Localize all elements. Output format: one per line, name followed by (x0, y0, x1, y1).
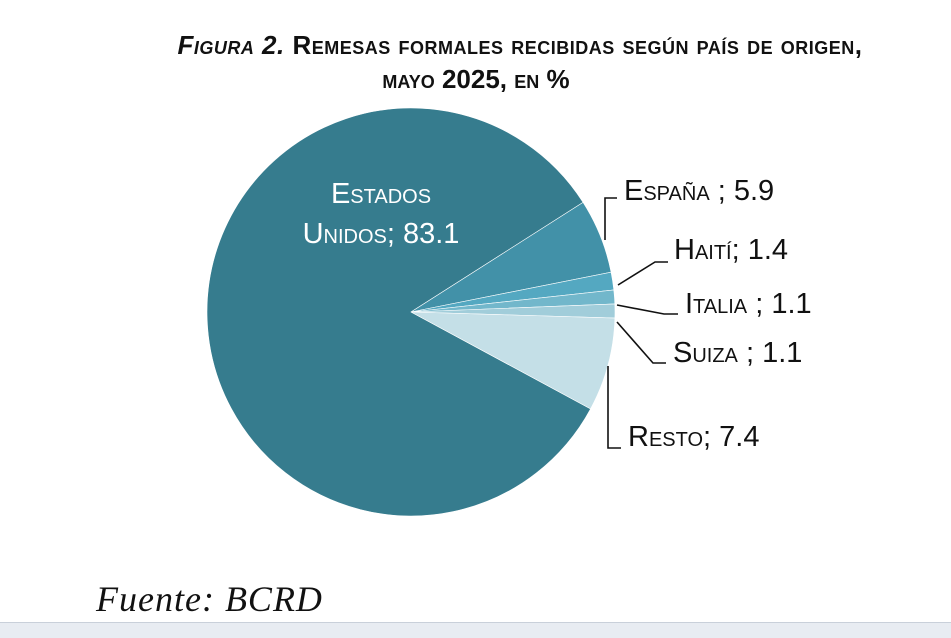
label-espana: España ; 5.9 (624, 175, 774, 207)
chart-title-line2: mayo 2025, en % (382, 64, 570, 94)
chart-title-line1: Figura 2. Remesas formales recibidas seg… (0, 28, 951, 62)
leader-resto (607, 366, 621, 449)
figure-label: Figura 2. (177, 30, 285, 60)
label-italia: Italia ; 1.1 (685, 288, 812, 320)
leader-espana (604, 197, 617, 240)
label-haiti: Haití; 1.4 (674, 234, 788, 266)
leader-haiti (617, 261, 668, 286)
leader-suiza (616, 321, 666, 364)
slice-labels: Estados Unidos; 83.1 España ; 5.9 Haití;… (303, 175, 812, 453)
label-resto: Resto; 7.4 (628, 421, 759, 453)
slice-estados-unidos (206, 107, 591, 517)
slice-resto (410, 311, 616, 410)
leader-lines (604, 197, 678, 449)
title-text: Remesas formales recibidas según país de… (284, 30, 863, 60)
leader-italia (616, 304, 678, 315)
chart-title: Figura 2. Remesas formales recibidas seg… (0, 28, 951, 96)
source-note: Fuente: BCRD (96, 579, 323, 619)
label-estados-unidos-line2: Unidos; 83.1 (303, 218, 460, 250)
pie-slices (206, 107, 616, 517)
window-bottom-bar (0, 622, 951, 638)
label-suiza: Suiza ; 1.1 (673, 337, 802, 369)
label-estados-unidos-line1: Estados (331, 178, 431, 210)
